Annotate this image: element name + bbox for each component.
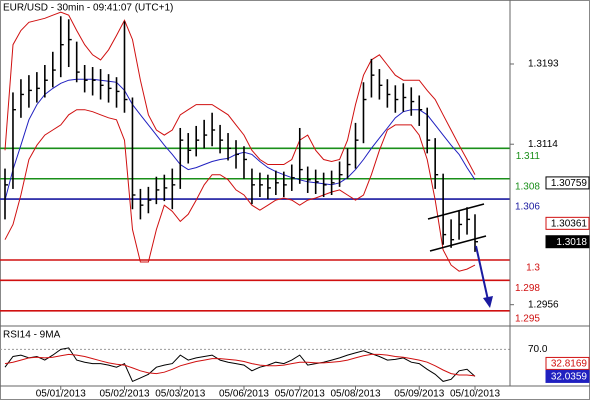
panel-title: RSI14 - 9MA xyxy=(3,330,61,341)
y-tick-label: 1.2956 xyxy=(528,299,559,310)
y-tick-label: 1.3193 xyxy=(528,59,559,70)
level-label: 1.311 xyxy=(516,151,541,162)
value-box-label: 1.3018 xyxy=(556,237,587,248)
y-tick-label: 1.3114 xyxy=(528,139,558,150)
value-box xyxy=(545,235,590,249)
channel-line xyxy=(427,203,485,220)
moving-average xyxy=(4,78,476,201)
y-tick-label: 70.0 xyxy=(528,344,548,355)
value-box-label: 1.30759 xyxy=(551,178,588,189)
x-tick-label: 05/07/2013 xyxy=(275,389,325,400)
x-tick-label: 05/10/2013 xyxy=(450,389,500,400)
x-tick-label: 05/06/2013 xyxy=(219,389,269,400)
layer: 1.3193 1.3114 1.2956 1.311 1.308 1.306 1.3 1.29… xyxy=(0,11,590,400)
level-label: 1.308 xyxy=(515,181,540,192)
x-tick-label: 05/01/2013 xyxy=(36,389,86,400)
level-label: 1.298 xyxy=(515,283,540,294)
rsi-line xyxy=(4,353,476,377)
x-tick-label: 05/09/2013 xyxy=(394,389,444,400)
level-label: 1.306 xyxy=(515,202,540,213)
level-label: 1.3 xyxy=(526,263,540,274)
arrow-head xyxy=(483,296,493,308)
x-tick-label: 05/08/2013 xyxy=(330,389,380,400)
channel-line xyxy=(429,235,487,252)
value-box-label: 32.0359 xyxy=(551,372,588,383)
bollinger-band xyxy=(4,109,476,272)
value-box xyxy=(545,356,590,370)
level-label: 1.295 xyxy=(515,313,540,324)
rsi-line xyxy=(4,347,476,383)
x-tick-label: 05/02/2013 xyxy=(99,389,149,400)
value-box-label: 1.30361 xyxy=(551,218,588,229)
value-box xyxy=(545,216,590,230)
value-box xyxy=(545,369,590,383)
chart-title: EUR/USD - 30min - 09:41:07 (UTC+1) xyxy=(3,3,173,14)
x-tick-label: 05/03/2013 xyxy=(155,389,205,400)
bollinger-band xyxy=(4,11,476,175)
arrow-shaft xyxy=(475,245,489,301)
value-box-label: 32.8169 xyxy=(551,359,588,370)
value-box xyxy=(545,176,590,190)
